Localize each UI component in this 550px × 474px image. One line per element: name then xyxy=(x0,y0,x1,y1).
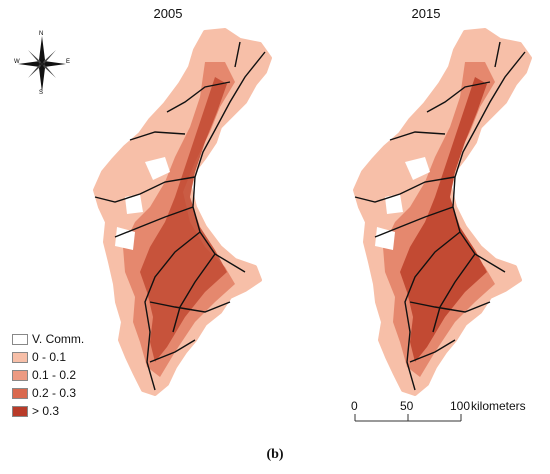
figure-subcaption: (b) xyxy=(266,447,284,462)
no-data-area xyxy=(179,42,193,56)
compass-rose-icon: N S E W xyxy=(14,31,70,94)
high-density-area xyxy=(400,77,487,362)
road-line xyxy=(426,81,491,113)
road-line xyxy=(94,176,196,203)
legend-item: > 0.3 xyxy=(12,402,84,420)
legend-label: 0 - 0.1 xyxy=(32,350,67,364)
density-layer xyxy=(353,28,532,396)
legend-swatch xyxy=(12,333,28,345)
legend-swatch xyxy=(12,369,28,381)
scale-tick-label: 50 xyxy=(400,399,414,413)
road-line xyxy=(172,253,216,333)
legend-item: 0.1 - 0.2 xyxy=(12,366,84,384)
legend-label: > 0.3 xyxy=(32,404,60,418)
no-data-area xyxy=(405,157,430,180)
compass-west-label: W xyxy=(14,59,20,65)
compass-east-label: E xyxy=(66,59,70,65)
legend-label: V. Comm. xyxy=(32,332,85,346)
road-line xyxy=(374,206,454,238)
road-line xyxy=(409,339,456,363)
road-line xyxy=(166,81,231,113)
no-data-area xyxy=(439,42,453,56)
region-map-2015 xyxy=(353,28,532,396)
compass-north-label: N xyxy=(39,31,43,37)
no-data-area xyxy=(115,227,135,250)
road-line xyxy=(404,231,461,391)
no-data-area xyxy=(145,157,170,180)
density-layer xyxy=(93,28,272,396)
road-line xyxy=(389,131,446,141)
road-line xyxy=(452,51,526,273)
road-line xyxy=(192,51,266,273)
no-data-area xyxy=(125,194,143,214)
road-line xyxy=(129,131,186,141)
road-line xyxy=(409,301,491,313)
no-data-area xyxy=(385,194,403,214)
legend-label: 0.1 - 0.2 xyxy=(32,368,77,382)
legend-swatch xyxy=(12,405,28,417)
map-title-2015: 2015 xyxy=(411,6,441,21)
road-line xyxy=(432,253,476,333)
road-line xyxy=(234,41,241,68)
road-line xyxy=(114,206,194,238)
no-data-area xyxy=(375,227,395,250)
road-line xyxy=(354,176,456,203)
scale-bar: 0 50 100 kilometers xyxy=(348,399,548,439)
scale-tick-label: 0 xyxy=(351,399,358,413)
scale-bar-line xyxy=(354,414,462,422)
compass-south-label: S xyxy=(39,90,43,94)
legend-swatch xyxy=(12,351,28,363)
scale-tick-label: 100 xyxy=(450,399,471,413)
map-title-2005: 2005 xyxy=(153,6,183,21)
road-line xyxy=(144,231,201,391)
road-line xyxy=(494,41,501,68)
map-legend: V. Comm. 0 - 0.1 0.1 - 0.2 0.2 - 0.3 > 0… xyxy=(12,330,84,420)
legend-item: 0.2 - 0.3 xyxy=(12,384,84,402)
legend-item: V. Comm. xyxy=(12,330,84,348)
road-line xyxy=(149,339,196,363)
legend-item: 0 - 0.1 xyxy=(12,348,84,366)
road-line xyxy=(149,301,231,313)
region-map-2005 xyxy=(93,28,272,396)
scale-unit-label: kilometers xyxy=(471,399,526,413)
legend-label: 0.2 - 0.3 xyxy=(32,386,77,400)
legend-swatch xyxy=(12,387,28,399)
high-density-area xyxy=(140,77,227,362)
